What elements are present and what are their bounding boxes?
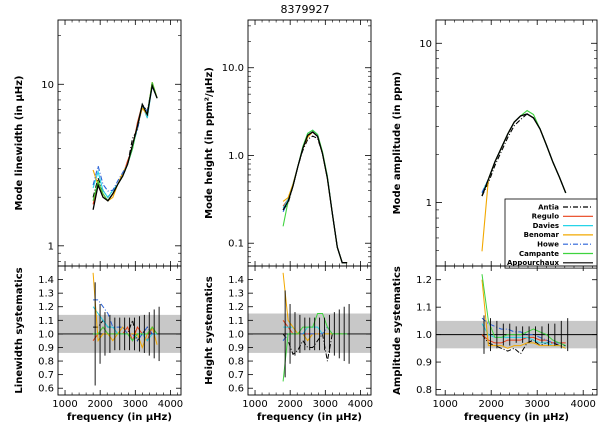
x-tick-label: 1000 [432, 399, 457, 410]
y-axis-label: Mode linewidth (in μHz) [14, 76, 25, 211]
y-tick-label: 0.9 [416, 358, 432, 369]
series-line-howe-height [282, 131, 348, 264]
x-tick-label: 1000 [52, 399, 77, 410]
series-line-davies-linewidth [92, 83, 158, 199]
y-tick-label: 1.1 [38, 316, 54, 327]
y-tick-label: 10 [419, 39, 432, 50]
legend-label-antia: Antia [538, 203, 559, 211]
y-tick-label: 1.2 [416, 275, 432, 286]
legend-label-campante: Campante [519, 250, 559, 258]
systematics-line-regulo [481, 334, 566, 344]
y-tick-label: 0.9 [38, 343, 54, 354]
series-line-appourchaux-amplitude [481, 113, 567, 197]
y-axis-label: Mode amplitude (in ppm) [392, 72, 403, 215]
x-tick-label: 2000 [478, 399, 503, 410]
y-tick-label: 1.3 [38, 289, 54, 300]
series-line-howe-linewidth [92, 83, 158, 192]
y-tick-label: 0.8 [416, 385, 432, 396]
systematics-line-campante [481, 274, 566, 347]
systematics-panel-0 [58, 272, 181, 386]
series-line-regulo-linewidth [92, 82, 158, 205]
y-tick-label: 1.3 [228, 289, 244, 300]
systematics-line-howe [93, 299, 158, 342]
systematics-line-campante [93, 326, 158, 342]
systematics-line-campante [282, 313, 348, 382]
series-line-antia-amplitude [481, 113, 567, 197]
y-axis-label: Mode height (in ppm²/μHz) [204, 67, 215, 219]
x-tick-label: 3000 [313, 399, 338, 410]
y-tick-label: 10 [41, 80, 54, 91]
y-tick-label: 0.6 [38, 384, 54, 395]
y-tick-label: 1.1 [416, 303, 432, 314]
y-tick-label: 10.0 [222, 63, 244, 74]
x-tick-label: 4000 [348, 399, 373, 410]
top-panel-frame-height [247, 19, 372, 267]
series-line-regulo-height [282, 131, 348, 264]
series-line-appourchaux-linewidth [92, 83, 158, 210]
legend-label-appourchaux: Appourchaux [507, 259, 560, 267]
y-axis-label: Linewidth systematics [14, 267, 25, 393]
x-tick-label: 2000 [87, 399, 112, 410]
bottom-panel-frame [57, 265, 182, 396]
series-line-davies-amplitude [481, 113, 567, 194]
x-tick-label: 4000 [570, 399, 595, 410]
legend-label-regulo: Regulo [532, 213, 560, 221]
series-line-antia-linewidth [92, 83, 158, 199]
y-tick-label: 0.6 [228, 384, 244, 395]
systematics-panel-2 [436, 274, 597, 355]
y-tick-label: 1.0 [228, 151, 244, 162]
y-tick-label: 1.0 [416, 330, 432, 341]
x-tick-label: 3000 [524, 399, 549, 410]
y-tick-label: 1.0 [38, 329, 54, 340]
bottom-panel-frame [247, 265, 372, 396]
figure-title: 8379927 [281, 3, 330, 16]
systematics-panel-1 [248, 272, 371, 382]
legend-box [504, 198, 598, 269]
x-tick-label: 4000 [158, 399, 183, 410]
series-line-howe-amplitude [481, 113, 567, 194]
y-tick-label: 0.7 [228, 370, 244, 381]
y-tick-label: 1.0 [228, 329, 244, 340]
y-tick-label: 0.8 [38, 357, 54, 368]
x-axis-label: frequency (in μHz) [257, 412, 362, 422]
x-tick-label: 3000 [123, 399, 148, 410]
series-line-regulo-amplitude [481, 113, 567, 197]
legend-label-davies: Davies [533, 222, 559, 230]
series-line-campante-height [282, 129, 348, 264]
y-tick-label: 1 [48, 241, 54, 252]
y-tick-label: 0.7 [38, 370, 54, 381]
x-tick-label: 2000 [277, 399, 302, 410]
series-line-campante-amplitude [481, 109, 567, 197]
y-tick-label: 1.4 [228, 275, 244, 286]
y-tick-label: 1.2 [228, 302, 244, 313]
x-tick-label: 1000 [242, 399, 267, 410]
y-axis-label: Height systematics [204, 276, 215, 384]
y-tick-label: 1 [426, 198, 432, 209]
y-tick-label: 0.8 [228, 357, 244, 368]
plots-group: 1 10 Mode linewidth (in μHz) 0.1 1.0 10.0 Mode… [14, 19, 598, 422]
bottom-panel-frame [435, 265, 598, 396]
series-line-appourchaux-height [282, 131, 348, 264]
y-tick-label: 1.2 [38, 302, 54, 313]
x-axis-label: frequency (in μHz) [67, 412, 172, 422]
x-axis-label: frequency (in μHz) [464, 412, 569, 422]
y-axis-label: Amplitude systematics [392, 266, 403, 395]
series-line-davies-height [282, 129, 348, 264]
series-line-benomar-height [282, 131, 348, 264]
legend-label-benomar: Benomar [524, 231, 560, 239]
legend-label-howe: Howe [537, 241, 559, 249]
top-panel-frame-linewidth [57, 19, 182, 267]
series-line-antia-height [282, 135, 348, 264]
y-tick-label: 0.1 [228, 239, 244, 250]
y-tick-label: 1.1 [228, 316, 244, 327]
y-tick-label: 0.9 [228, 343, 244, 354]
systematics-line-benomar [481, 279, 566, 349]
y-tick-label: 1.4 [38, 275, 54, 286]
systematics-line-antia [282, 332, 348, 362]
